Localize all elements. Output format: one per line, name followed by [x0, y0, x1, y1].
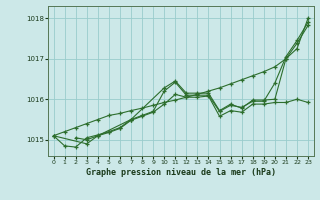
- X-axis label: Graphe pression niveau de la mer (hPa): Graphe pression niveau de la mer (hPa): [86, 168, 276, 177]
